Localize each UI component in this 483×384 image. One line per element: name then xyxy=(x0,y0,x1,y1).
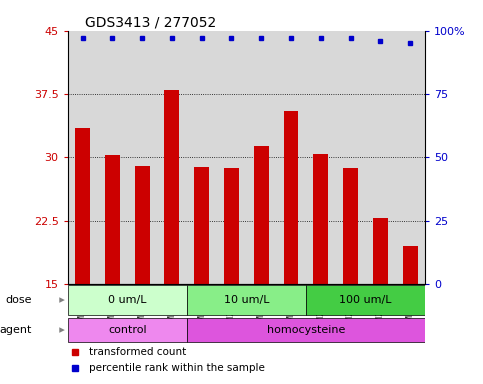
Text: 100 um/L: 100 um/L xyxy=(339,295,392,305)
Text: control: control xyxy=(108,325,146,335)
Bar xyxy=(403,246,418,284)
Bar xyxy=(224,168,239,284)
Bar xyxy=(68,318,187,343)
Bar xyxy=(306,285,425,314)
Bar xyxy=(254,146,269,284)
Bar xyxy=(187,285,306,314)
Bar xyxy=(68,285,187,314)
Bar xyxy=(135,166,150,284)
Bar xyxy=(164,90,179,284)
Text: transformed count: transformed count xyxy=(89,347,186,357)
Bar xyxy=(187,318,425,343)
Bar xyxy=(75,128,90,284)
Text: 0 um/L: 0 um/L xyxy=(108,295,146,305)
Text: 10 um/L: 10 um/L xyxy=(224,295,269,305)
Bar xyxy=(105,155,120,284)
Text: dose: dose xyxy=(5,295,32,305)
Bar xyxy=(313,154,328,284)
Bar xyxy=(343,168,358,284)
Text: GDS3413 / 277052: GDS3413 / 277052 xyxy=(85,16,217,30)
Text: agent: agent xyxy=(0,325,32,335)
Text: percentile rank within the sample: percentile rank within the sample xyxy=(89,363,265,373)
Bar xyxy=(194,167,209,284)
Bar xyxy=(373,218,388,284)
Bar xyxy=(284,111,298,284)
Text: homocysteine: homocysteine xyxy=(267,325,345,335)
